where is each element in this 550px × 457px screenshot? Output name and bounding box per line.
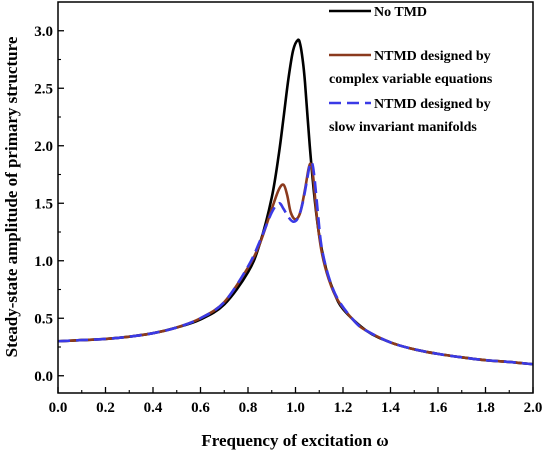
x-tick-label: 0.0 xyxy=(49,400,68,416)
y-tick-label: 1.0 xyxy=(34,254,53,270)
x-tick-label: 1.2 xyxy=(334,400,353,416)
legend-label: No TMD xyxy=(374,5,427,20)
y-tick-label: 3.0 xyxy=(34,24,53,40)
x-tick-label: 0.8 xyxy=(239,400,258,416)
series-layer xyxy=(58,38,533,366)
y-tick-label: 1.5 xyxy=(34,196,53,212)
legend-label: NTMD designed by complex variable equatio… xyxy=(329,49,493,87)
x-tick-label: 0.4 xyxy=(144,400,163,416)
y-tick-label: 0.0 xyxy=(34,369,53,385)
legend-label: NTMD designed by slow invariant manifolds xyxy=(329,97,491,135)
series-ntmd-manifold-line xyxy=(58,160,533,366)
y-tick-label: 2.5 xyxy=(34,81,53,97)
series-ntmd-complex-line xyxy=(58,162,533,366)
x-tick-label: 1.0 xyxy=(286,400,305,416)
x-axis-ticks: 0.0 0.2 0.4 0.6 0.8 1.0 1.2 1.4 1.6 1.8 2.0 xyxy=(49,387,543,416)
x-tick-label: 1.4 xyxy=(381,400,400,416)
x-tick-label: 1.6 xyxy=(429,400,448,416)
y-axis-title: Steady-state amplitude of primary struct… xyxy=(2,36,21,357)
x-tick-label: 0.6 xyxy=(191,400,210,416)
legend: No TMD NTMD designed by complex variable e… xyxy=(325,4,530,150)
x-tick-label: 2.0 xyxy=(524,400,543,416)
x-tick-label: 0.2 xyxy=(96,400,115,416)
y-tick-label: 2.0 xyxy=(34,139,53,155)
x-tick-label: 1.8 xyxy=(476,400,495,416)
y-axis-ticks: 0.0 0.5 1.0 1.5 2.0 2.5 3.0 xyxy=(34,24,64,385)
legend-background xyxy=(325,4,530,150)
y-tick-label: 0.5 xyxy=(34,311,53,327)
x-axis-title: Frequency of excitation ω xyxy=(201,431,388,450)
